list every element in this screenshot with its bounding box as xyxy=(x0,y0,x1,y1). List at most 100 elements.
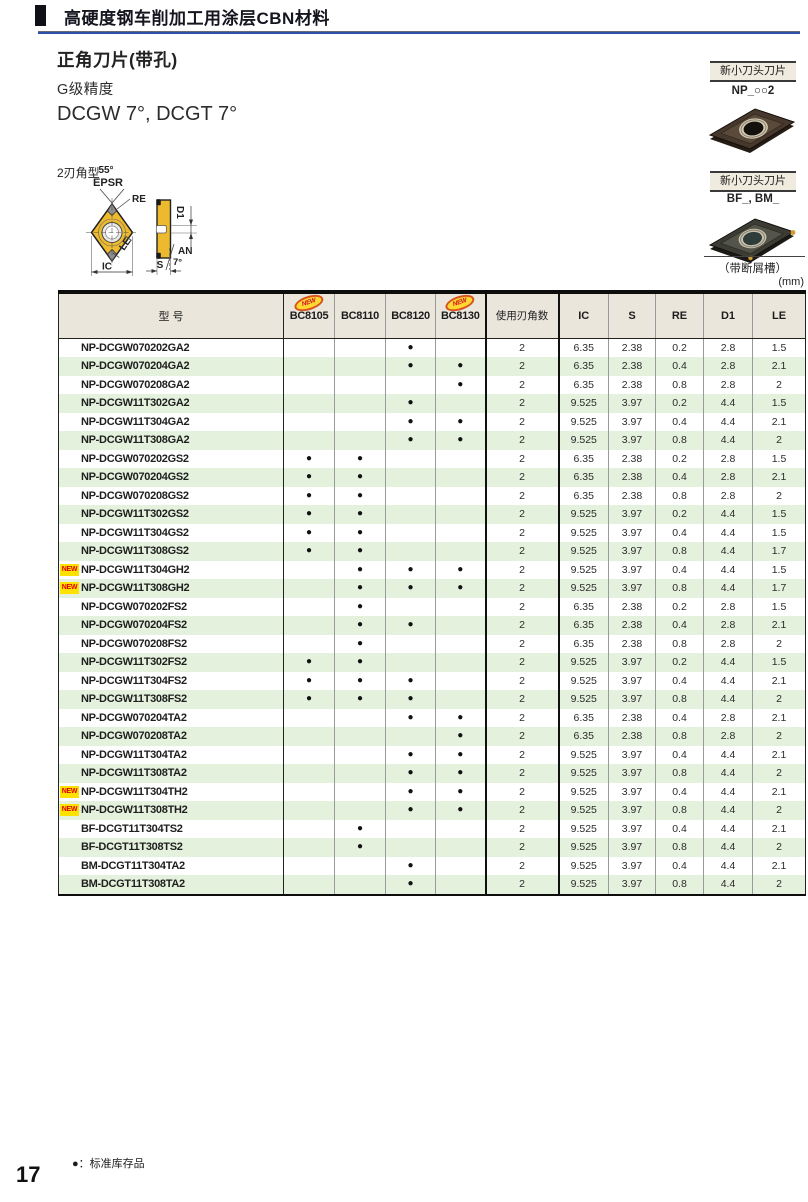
grade-empty-cell xyxy=(435,523,487,542)
model-name: NP-DCGW11T304GS2 xyxy=(81,526,189,539)
col-header-bc8120-label: BC8120 xyxy=(391,309,430,322)
dimension-cell: 3.97 xyxy=(608,819,656,838)
stock-dot-cell: ● xyxy=(334,542,386,561)
model-cell: NP-DCGW070202GA2 xyxy=(58,338,284,357)
edge-count-cell: 2 xyxy=(485,875,560,895)
edge-count-cell: 2 xyxy=(485,394,560,413)
dimension-cell: 2.1 xyxy=(771,822,787,835)
dimension-cell: 3.97 xyxy=(608,394,656,413)
grade-empty-cell xyxy=(283,801,335,820)
title-block: 正角刀片(带孔) G级精度 DCGW 7°, DCGT 7° xyxy=(57,47,237,126)
dimension-cell: 4.4 xyxy=(703,801,753,820)
dimension-cell: 9.525 xyxy=(558,764,609,783)
stock-dot-cell: ● xyxy=(385,801,436,820)
table-row: NP-DCGW070204FS2 ● ● 2 6.35 2.38 0.4 2.8 2.1 xyxy=(58,616,806,635)
dimension-cell: 2.1 xyxy=(771,711,787,724)
stock-dot-cell: ● xyxy=(435,412,487,431)
grade-empty-cell xyxy=(435,838,487,857)
stock-dot-cell: ● xyxy=(435,727,487,746)
dimension-cell: 3.97 xyxy=(608,782,656,801)
edge-count-cell: 2 xyxy=(485,708,560,727)
grade-empty-cell xyxy=(385,634,436,653)
unit-label: (mm) xyxy=(778,276,804,288)
dimension-cell: 2.8 xyxy=(703,727,753,746)
table-row: NP-DCGW11T302FS2 ● ● 2 9.525 3.97 0.2 4.4 1.5 xyxy=(58,653,806,672)
grade-empty-cell xyxy=(283,634,335,653)
dimension-cell: 3.97 xyxy=(608,856,656,875)
dimension-cell: 3.97 xyxy=(608,653,656,672)
table-row: NP-DCGW070208TA2 ● 2 6.35 2.38 0.8 2.8 2 xyxy=(58,727,806,746)
edge-count-cell: 2 xyxy=(485,523,560,542)
model-cell: NP-DCGW070208TA2 xyxy=(58,727,284,746)
grade-empty-cell xyxy=(435,486,487,505)
stock-dot-cell: ● xyxy=(283,653,335,672)
stock-dot-cell: ● xyxy=(334,838,386,857)
page-number: 17 xyxy=(16,1162,41,1187)
col-header-re: RE xyxy=(655,292,704,339)
dimension-cell: 2.8 xyxy=(703,338,753,357)
model-cell: NP-DCGW11T304GA2 xyxy=(58,412,284,431)
dimension-cell: 2.38 xyxy=(608,486,656,505)
grade-empty-cell xyxy=(435,505,487,524)
stock-dot-cell: ● xyxy=(385,357,436,376)
model-cell: NP-DCGW11T308FS2 xyxy=(58,690,284,709)
dimension-cell: 0.4 xyxy=(655,745,704,764)
edge-count-cell: 2 xyxy=(485,819,560,838)
dimension-cell: 3.97 xyxy=(608,523,656,542)
stock-dot-cell: ● xyxy=(385,394,436,413)
table-header-row: 型 号 NEW BC8105 BC8110 BC8120 NEW BC8130 … xyxy=(58,291,806,339)
dimension-cell: 0.2 xyxy=(655,653,704,672)
edge-count-cell: 2 xyxy=(485,579,560,598)
epsr-label: EPSR xyxy=(93,177,123,189)
grade-empty-cell xyxy=(435,542,487,561)
stock-dot-cell: ● xyxy=(334,616,386,635)
edge-count-cell: 2 xyxy=(485,616,560,635)
dimension-cell: 9.525 xyxy=(558,505,609,524)
dimension-cell: 3.97 xyxy=(608,431,656,450)
model-cell: NP-DCGW070208FS2 xyxy=(58,634,284,653)
grade-empty-cell xyxy=(435,597,487,616)
stock-dot-cell: ● xyxy=(385,856,436,875)
edge-count-cell: 2 xyxy=(485,838,560,857)
model-name: NP-DCGW070208GA2 xyxy=(81,378,190,391)
model-cell: NP-DCGW070204TA2 xyxy=(58,708,284,727)
dimension-cell: 2.8 xyxy=(703,616,753,635)
model-name: BM-DCGT11T304TA2 xyxy=(81,859,185,872)
model-name: BF-DCGT11T304TS2 xyxy=(81,822,183,835)
stock-dot-cell: ● xyxy=(435,375,487,394)
dimension-cell: 2.8 xyxy=(703,708,753,727)
stock-dot-cell: ● xyxy=(385,745,436,764)
insert-designation: DCGW 7°, DCGT 7° xyxy=(57,103,238,125)
dimension-cell: 9.525 xyxy=(558,653,609,672)
dimension-cell: 9.525 xyxy=(558,856,609,875)
model-name: BM-DCGT11T308TA2 xyxy=(81,878,185,890)
stock-dot-cell: ● xyxy=(334,523,386,542)
dimension-cell: 2.8 xyxy=(703,634,753,653)
dimension-cell: 2 xyxy=(776,804,782,816)
dimension-cell: 6.35 xyxy=(558,357,609,376)
dimension-cell: 2 xyxy=(776,730,782,742)
an-label: AN xyxy=(178,246,192,257)
badge2-series-label: BF_, BM_ xyxy=(726,193,780,205)
dimension-cell: 9.525 xyxy=(558,560,609,579)
dimension-cell: 1.7 xyxy=(771,582,787,594)
table-row: NP-DCGW11T304GS2 ● ● 2 9.525 3.97 0.4 4.4 1.5 xyxy=(58,523,806,542)
dimension-cell: 2 xyxy=(776,434,782,446)
stock-dot-cell: ● xyxy=(385,690,436,709)
grade-empty-cell xyxy=(435,634,487,653)
dimension-cell: 0.8 xyxy=(655,727,704,746)
product-title: 正角刀片(带孔) xyxy=(57,50,178,70)
dimension-cell: 4.4 xyxy=(703,542,753,561)
dimension-cell: 2.8 xyxy=(703,468,753,487)
table-row: NP-DCGW11T308GS2 ● ● 2 9.525 3.97 0.8 4.4 1.7 xyxy=(58,542,806,561)
dimension-cell: 0.8 xyxy=(655,764,704,783)
dimension-cell: 9.525 xyxy=(558,819,609,838)
table-row: NP-DCGW11T308TA2 ● ● 2 9.525 3.97 0.8 4.4 2 xyxy=(58,764,806,783)
grade-empty-cell xyxy=(283,856,335,875)
dimension-cell: 3.97 xyxy=(608,579,656,598)
model-cell: NP-DCGW11T304TA2 xyxy=(58,745,284,764)
new-row-badge: NEW xyxy=(60,785,79,798)
dimension-cell: 9.525 xyxy=(558,671,609,690)
model-name: NP-DCGW070204GS2 xyxy=(81,471,189,483)
col-header-s: S xyxy=(608,292,656,339)
